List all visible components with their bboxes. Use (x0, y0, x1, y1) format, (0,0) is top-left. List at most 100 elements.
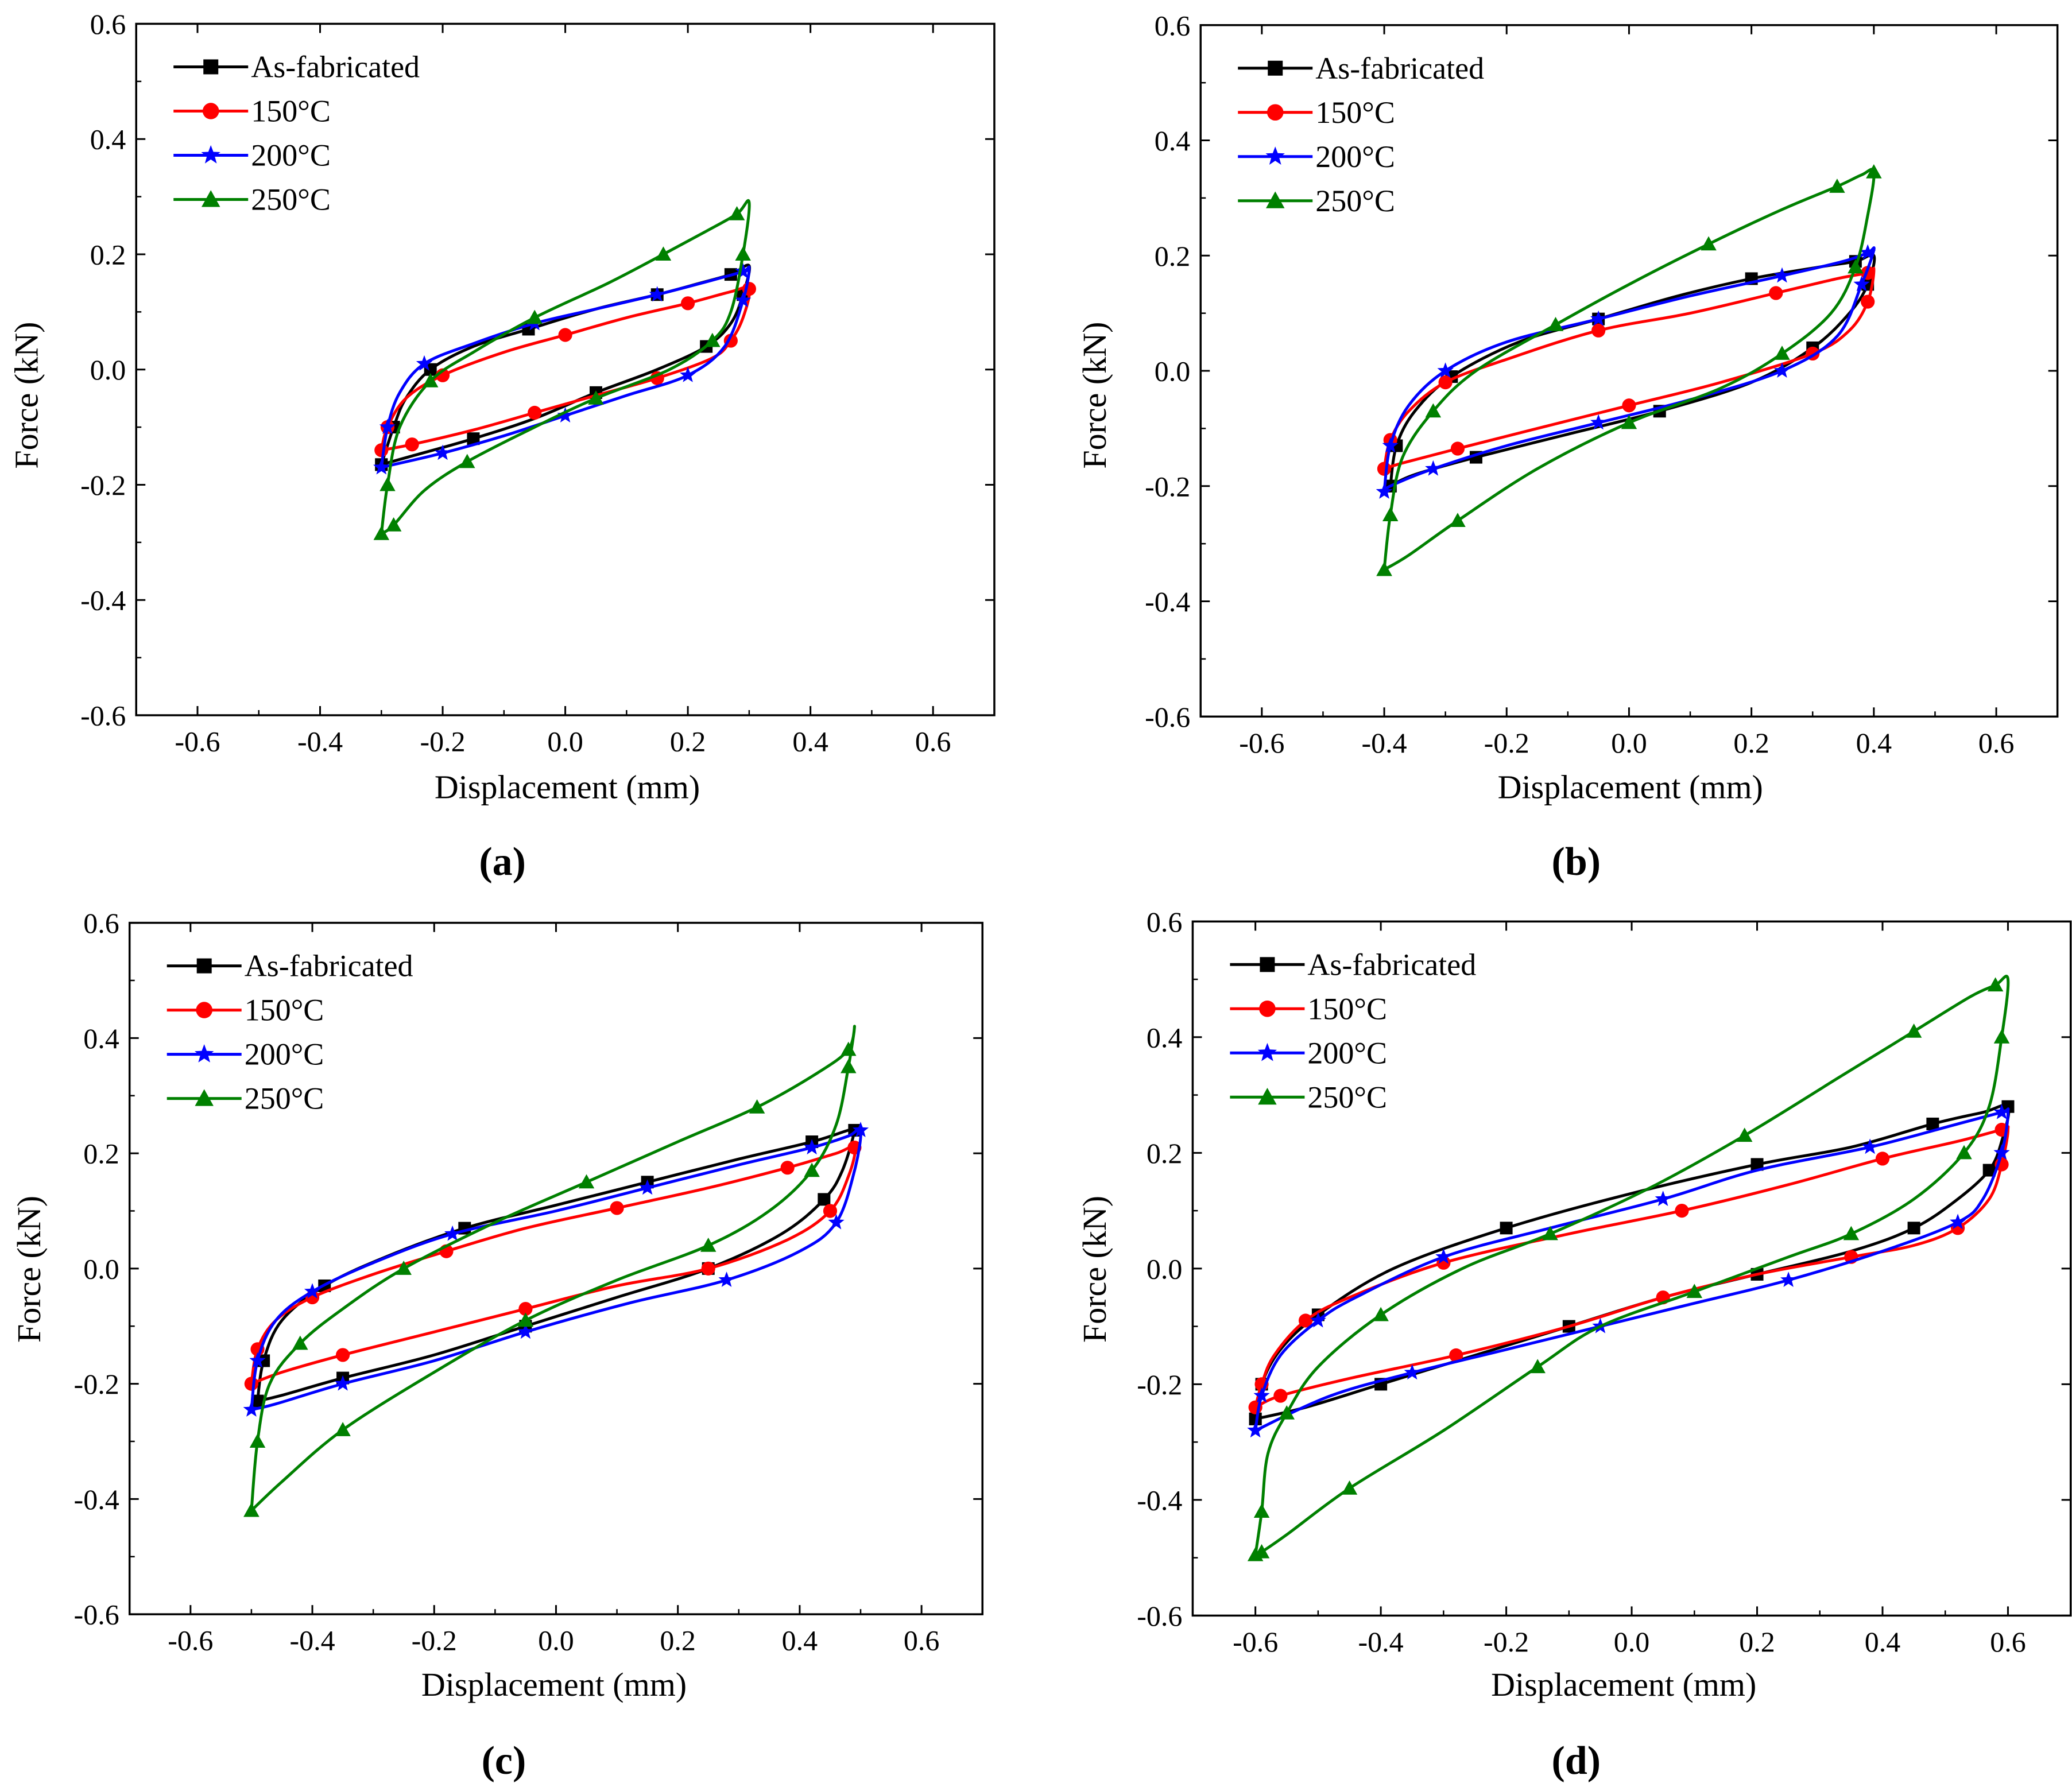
legend: As-fabricated 150°C 200°C 250°C (1230, 947, 1476, 1114)
y-axis-label: Force (kN) (1076, 322, 1113, 469)
data-point-triangle (735, 246, 751, 261)
data-point-triangle (526, 309, 543, 324)
series-line (1254, 975, 2010, 1556)
y-tick-label: 0.0 (1155, 355, 1191, 387)
data-point-triangle (459, 453, 475, 468)
data-point-star (1247, 1422, 1264, 1437)
data-point-star (639, 1179, 656, 1195)
legend-label: 150°C (245, 993, 324, 1028)
legend-label: 200°C (245, 1037, 324, 1072)
x-tick-label: 0.0 (1614, 1626, 1650, 1658)
legend-label: 250°C (251, 182, 331, 216)
legend-label: 150°C (1307, 991, 1387, 1026)
x-tick-label: 0.6 (1990, 1626, 2026, 1658)
data-point-star (828, 1214, 845, 1230)
data-point-triangle (249, 1433, 266, 1448)
data-point-star (379, 418, 396, 435)
data-point-circle (681, 296, 695, 311)
x-tick-label: -0.2 (412, 1625, 457, 1657)
data-point-triangle (1382, 507, 1399, 521)
y-tick-label: 0.2 (90, 238, 126, 270)
data-point-circle (1298, 1313, 1313, 1328)
data-point-square (1500, 1222, 1513, 1235)
data-point-star (1310, 1312, 1326, 1328)
data-point-triangle (704, 332, 721, 347)
x-tick-label: -0.4 (289, 1625, 335, 1657)
data-point-circle (1875, 1152, 1890, 1166)
y-tick-label: -0.2 (1145, 470, 1190, 502)
x-tick-label: -0.4 (1361, 727, 1407, 759)
x-tick-label: 0.0 (547, 725, 583, 757)
series-line (379, 199, 751, 535)
data-point-circle (701, 1261, 715, 1276)
data-point-triangle (1621, 414, 1637, 429)
x-tick-label: 0.4 (1856, 727, 1892, 759)
data-point-triangle (1253, 1544, 1270, 1559)
data-point-triangle (1529, 1359, 1546, 1374)
data-point-triangle (1993, 1029, 2010, 1044)
legend-item: 150°C (166, 993, 324, 1028)
data-point-triangle (201, 190, 220, 207)
y-tick-label: -0.4 (1137, 1484, 1182, 1516)
x-tick-label: -0.2 (420, 725, 465, 757)
y-tick-label: -0.4 (80, 584, 126, 617)
data-point-star (1376, 483, 1393, 499)
series-line (1254, 1103, 2011, 1421)
data-point-triangle (422, 373, 439, 387)
data-point-triangle (292, 1335, 308, 1350)
y-tick-label: 0.4 (90, 123, 126, 156)
legend-item: 250°C (166, 1081, 324, 1116)
legend-item: 150°C (1230, 991, 1387, 1026)
legend-label: 250°C (245, 1081, 324, 1116)
legend-item: As-fabricated (1238, 51, 1484, 86)
data-point-triangle (1279, 1405, 1295, 1420)
data-point-star (557, 407, 574, 422)
data-point-triangle (804, 1162, 820, 1177)
data-point-square (1982, 1164, 1996, 1177)
data-point-star (304, 1283, 321, 1298)
data-point-triangle (578, 1174, 595, 1189)
data-point-triangle (1547, 316, 1564, 331)
y-tick-label: -0.6 (74, 1599, 119, 1631)
legend-item: 150°C (1238, 95, 1395, 130)
data-point-star (735, 292, 752, 308)
data-point-circle (823, 1204, 838, 1218)
data-point-triangle (243, 1502, 260, 1517)
series-line (1254, 1107, 2010, 1432)
data-point-square (467, 432, 480, 445)
x-tick-label: 0.6 (1978, 727, 2015, 759)
series-line (1382, 246, 1876, 493)
panel-c: -0.6 -0.4 -0.2 0.0 0.2 0.4 0.6 -0.6 -0.4 -0.2 0.0 0… (10, 907, 983, 1783)
x-tick-label: 0.2 (1739, 1626, 1775, 1658)
x-tick-label: 0.4 (792, 725, 828, 757)
data-point-star (1773, 267, 1791, 283)
data-point-triangle (588, 390, 604, 405)
y-tick-label: 0.2 (83, 1138, 119, 1170)
x-tick-label: 0.4 (782, 1625, 818, 1657)
y-tick-label: -0.4 (1145, 586, 1190, 618)
legend-item: 200°C (1230, 1036, 1387, 1070)
data-point-triangle (1341, 1480, 1358, 1495)
data-point-triangle (385, 517, 402, 532)
y-tick-label: 0.0 (90, 354, 126, 386)
data-point-star (517, 1323, 534, 1339)
legend: As-fabricated 150°C 200°C 250°C (166, 949, 413, 1116)
data-point-star (852, 1122, 869, 1137)
data-point-triangle (1373, 1307, 1389, 1321)
data-point-circle (1449, 1348, 1463, 1363)
x-tick-label: 0.0 (538, 1625, 574, 1657)
data-point-star (249, 1352, 266, 1368)
x-tick-label: -0.6 (175, 725, 220, 757)
y-tick-label: -0.2 (80, 469, 126, 501)
data-point-triangle (195, 1089, 214, 1106)
data-point-triangle (335, 1422, 351, 1436)
y-tick-label: -0.4 (74, 1483, 119, 1515)
data-point-star (735, 263, 752, 279)
data-point-star (434, 444, 451, 460)
y-tick-label: 0.6 (1147, 906, 1183, 938)
x-tick-label: 0.4 (1865, 1626, 1901, 1658)
legend-label: 150°C (251, 94, 331, 128)
legend-label: As-fabricated (1307, 947, 1476, 982)
legend-item: As-fabricated (1230, 947, 1476, 982)
legend-item: 200°C (1238, 139, 1395, 174)
